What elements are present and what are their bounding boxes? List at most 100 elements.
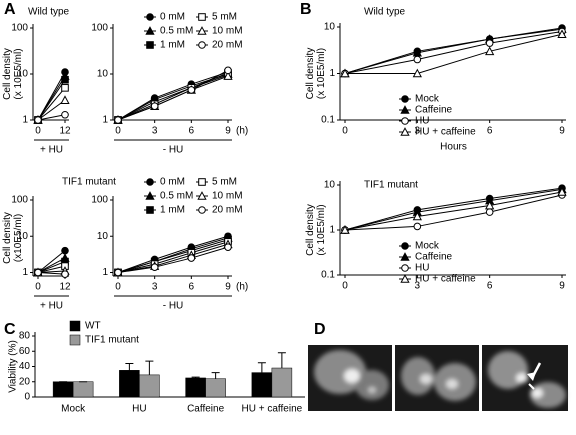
- error-bar: [211, 372, 220, 379]
- data-point: [150, 263, 159, 271]
- data-point: [485, 200, 495, 210]
- legend-label: 0.5 mM: [160, 26, 193, 37]
- x-tick-label: 12: [59, 126, 71, 137]
- legend-label: 10 mM: [212, 26, 243, 37]
- x-tick-label: 3: [415, 281, 421, 292]
- y-tick-label: 40: [19, 361, 31, 372]
- x-tick-label: 3: [415, 126, 421, 137]
- y-tick-label: 1: [329, 68, 335, 79]
- y-tick-label: 100: [91, 23, 108, 34]
- y-tick-label: 10: [17, 69, 29, 80]
- panel-label: D: [314, 321, 326, 338]
- y-axis-label: (x 10E5/ml): [13, 48, 24, 99]
- y-tick-label: 1: [102, 267, 108, 278]
- y-tick-label: 20: [19, 376, 31, 387]
- x-unit: (h): [236, 282, 248, 293]
- y-axis-label: (x10E5/ml): [13, 214, 24, 262]
- x-tick-label: 0: [35, 282, 41, 293]
- y-tick-label: 80: [19, 331, 31, 342]
- x-tick-label: Caffeine: [187, 404, 225, 415]
- data-point: [187, 86, 196, 94]
- panel-label: B: [300, 1, 312, 18]
- data-point: [412, 68, 422, 78]
- legend-marker: [146, 41, 154, 49]
- legend-marker: [198, 206, 206, 214]
- bar: [251, 372, 273, 398]
- legend-label: Caffeine: [415, 105, 453, 116]
- x-tick-label: 3: [152, 282, 158, 293]
- data-point: [485, 46, 495, 56]
- series-line: [37, 265, 66, 273]
- legend-marker: [400, 274, 410, 283]
- series-line: [117, 71, 229, 121]
- x-tick-label: 9: [225, 282, 231, 293]
- x-tick-label: 0: [342, 281, 348, 292]
- cells: [314, 350, 566, 408]
- y-tick-label: 10: [17, 231, 29, 242]
- y-tick-label: 10: [97, 69, 109, 80]
- x-tick-label: Mock: [61, 404, 86, 415]
- panel-label: A: [4, 1, 16, 18]
- data-point: [340, 68, 350, 78]
- x-tick-label: 6: [189, 282, 195, 293]
- x-axis-label: + HU: [40, 145, 63, 156]
- legend-marker: [145, 26, 155, 35]
- data-point: [557, 187, 567, 196]
- series-line: [117, 235, 229, 273]
- legend-swatch: [69, 334, 81, 346]
- y-axis-label: (x 10E5/ml): [316, 204, 327, 255]
- data-point: [61, 75, 69, 84]
- x-unit: (h): [236, 126, 248, 137]
- bar: [72, 381, 94, 398]
- legend-label: Caffeine: [415, 252, 453, 263]
- y-tick-label: 100: [91, 195, 108, 206]
- x-tick-label: 12: [59, 282, 71, 293]
- x-tick-label: 0: [342, 126, 348, 137]
- bar: [205, 378, 226, 398]
- legend-marker: [145, 191, 155, 200]
- series-line: [117, 239, 229, 273]
- x-axis-label: - HU: [163, 301, 184, 312]
- data-point: [61, 84, 69, 92]
- error-bar: [257, 362, 266, 373]
- data-point: [34, 268, 42, 277]
- legend-marker: [197, 191, 207, 200]
- series-line: [117, 74, 229, 121]
- data-point: [485, 39, 494, 47]
- y-tick-label: 1: [102, 115, 108, 126]
- x-tick-label: 0: [115, 126, 121, 137]
- legend-label: 1 mM: [160, 40, 185, 51]
- series-line: [37, 250, 66, 273]
- bar: [271, 367, 293, 398]
- legend-label: HU + caffeine: [415, 274, 476, 285]
- legend-marker: [197, 26, 207, 35]
- series-line: [117, 72, 229, 121]
- y-tick-label: 0.1: [321, 270, 335, 281]
- y-axis-label: Cell density: [2, 212, 13, 264]
- chart-title: Wild type: [28, 7, 70, 18]
- data-point: [224, 66, 232, 75]
- chart-title: TIF1 mutant: [364, 180, 418, 191]
- y-tick-label: 1: [329, 225, 335, 236]
- data-point: [114, 268, 122, 277]
- legend-label: 0.5 mM: [160, 191, 193, 202]
- legend-label: 5 mM: [212, 12, 237, 23]
- x-tick-label: HU: [132, 404, 146, 415]
- y-tick-label: 10: [324, 22, 336, 33]
- data-point: [340, 225, 350, 234]
- series-line: [37, 99, 66, 121]
- bar: [139, 374, 160, 398]
- y-tick-label: 0: [24, 392, 30, 403]
- x-tick-label: 6: [189, 126, 195, 137]
- legend-marker: [401, 117, 409, 125]
- series-line: [37, 270, 66, 273]
- series-line: [345, 33, 563, 74]
- legend-label: Mock: [415, 241, 440, 252]
- y-tick-label: 1: [22, 267, 28, 278]
- legend-label: Mock: [415, 94, 440, 105]
- error-bar: [125, 362, 134, 371]
- y-tick-label: 100: [11, 195, 28, 206]
- chart-title: Wild type: [364, 7, 406, 18]
- data-point: [413, 55, 422, 64]
- legend-label: 20 mM: [212, 205, 243, 216]
